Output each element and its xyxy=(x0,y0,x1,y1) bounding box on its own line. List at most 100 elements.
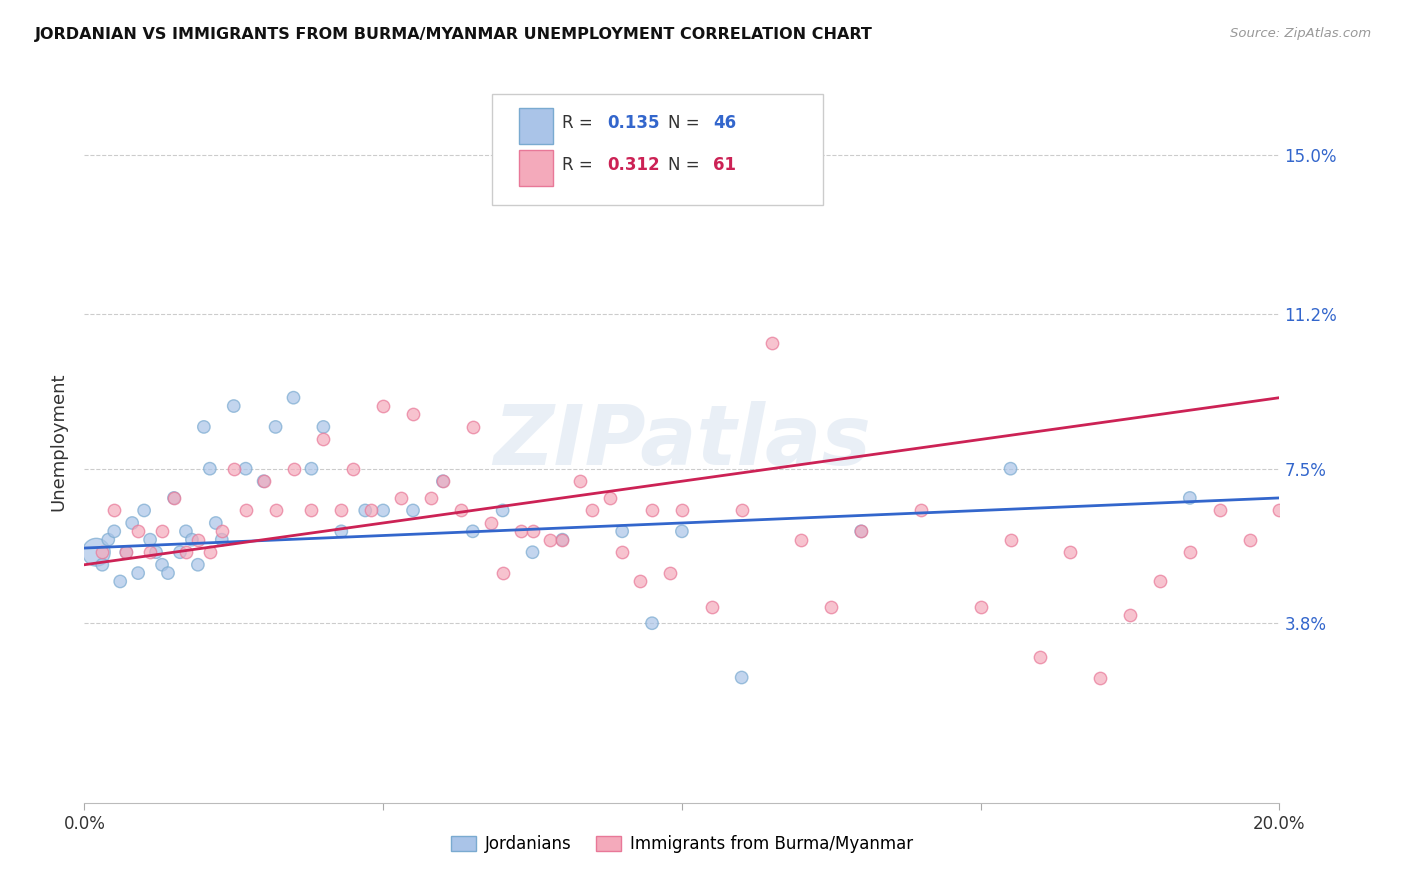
Text: ZIPatlas: ZIPatlas xyxy=(494,401,870,482)
Point xyxy=(150,558,173,572)
Point xyxy=(432,474,454,488)
Point xyxy=(731,503,754,517)
Point xyxy=(851,524,873,539)
Point xyxy=(492,503,515,517)
Point xyxy=(1209,503,1232,517)
Point xyxy=(110,574,132,589)
Point xyxy=(91,545,114,559)
Point xyxy=(198,461,221,475)
Point xyxy=(222,399,245,413)
Text: JORDANIAN VS IMMIGRANTS FROM BURMA/MYANMAR UNEMPLOYMENT CORRELATION CHART: JORDANIAN VS IMMIGRANTS FROM BURMA/MYANM… xyxy=(35,27,873,42)
Point xyxy=(420,491,443,505)
Point xyxy=(264,503,287,517)
Point xyxy=(522,524,544,539)
Point xyxy=(1000,533,1022,547)
Text: N =: N = xyxy=(668,114,704,132)
Point xyxy=(1090,671,1112,685)
Point xyxy=(193,420,215,434)
Text: 0.135: 0.135 xyxy=(607,114,659,132)
Point xyxy=(211,533,233,547)
Point xyxy=(581,503,603,517)
Point xyxy=(1149,574,1171,589)
Point xyxy=(851,524,873,539)
Point xyxy=(1268,503,1291,517)
Point xyxy=(103,503,125,517)
Point xyxy=(169,545,191,559)
Point xyxy=(211,524,233,539)
Point xyxy=(342,461,364,475)
Point xyxy=(492,566,515,580)
Point xyxy=(450,503,472,517)
Point xyxy=(235,503,257,517)
Point xyxy=(790,533,813,547)
Point xyxy=(115,545,138,559)
Point xyxy=(127,524,149,539)
Point xyxy=(1059,545,1081,559)
Point xyxy=(612,545,634,559)
Point xyxy=(145,545,167,559)
Point xyxy=(641,616,664,631)
Point xyxy=(628,574,651,589)
Point xyxy=(301,461,323,475)
Point xyxy=(86,545,108,559)
Point xyxy=(330,503,353,517)
Point xyxy=(551,533,574,547)
Point xyxy=(174,545,197,559)
Text: N =: N = xyxy=(668,156,704,174)
Point xyxy=(402,408,425,422)
Point xyxy=(330,524,353,539)
Point xyxy=(700,599,723,614)
Point xyxy=(671,503,693,517)
Point xyxy=(253,474,276,488)
Point xyxy=(103,524,125,539)
Point xyxy=(659,566,682,580)
Point xyxy=(205,516,228,530)
Point xyxy=(612,524,634,539)
Text: 61: 61 xyxy=(713,156,735,174)
Point xyxy=(820,599,842,614)
Point xyxy=(1000,461,1022,475)
Point xyxy=(283,461,305,475)
Point xyxy=(312,433,335,447)
Point xyxy=(671,524,693,539)
Y-axis label: Unemployment: Unemployment xyxy=(49,372,67,511)
Point xyxy=(157,566,180,580)
Point xyxy=(187,558,209,572)
Point xyxy=(373,399,395,413)
Point xyxy=(187,533,209,547)
Point xyxy=(235,461,257,475)
Point xyxy=(91,558,114,572)
Point xyxy=(761,336,783,351)
Point xyxy=(301,503,323,517)
Point xyxy=(1178,545,1201,559)
Point xyxy=(354,503,377,517)
Point xyxy=(121,516,143,530)
Point xyxy=(389,491,412,505)
Point xyxy=(461,524,484,539)
Point xyxy=(373,503,395,517)
Point xyxy=(198,545,221,559)
Legend: Jordanians, Immigrants from Burma/Myanmar: Jordanians, Immigrants from Burma/Myanma… xyxy=(444,828,920,860)
Point xyxy=(127,566,149,580)
Point xyxy=(432,474,454,488)
Text: 46: 46 xyxy=(713,114,735,132)
Point xyxy=(551,533,574,547)
Point xyxy=(222,461,245,475)
Point xyxy=(910,503,932,517)
Point xyxy=(132,503,156,517)
Point xyxy=(479,516,502,530)
Point xyxy=(312,420,335,434)
Text: 0.312: 0.312 xyxy=(607,156,659,174)
Point xyxy=(360,503,382,517)
Point xyxy=(509,524,531,539)
Point xyxy=(139,545,162,559)
Point xyxy=(461,420,484,434)
Text: R =: R = xyxy=(562,114,599,132)
Point xyxy=(540,533,562,547)
Point xyxy=(97,533,120,547)
Point xyxy=(1029,649,1052,664)
Point xyxy=(731,671,754,685)
Point xyxy=(790,169,813,184)
Point xyxy=(163,491,186,505)
Point xyxy=(522,545,544,559)
